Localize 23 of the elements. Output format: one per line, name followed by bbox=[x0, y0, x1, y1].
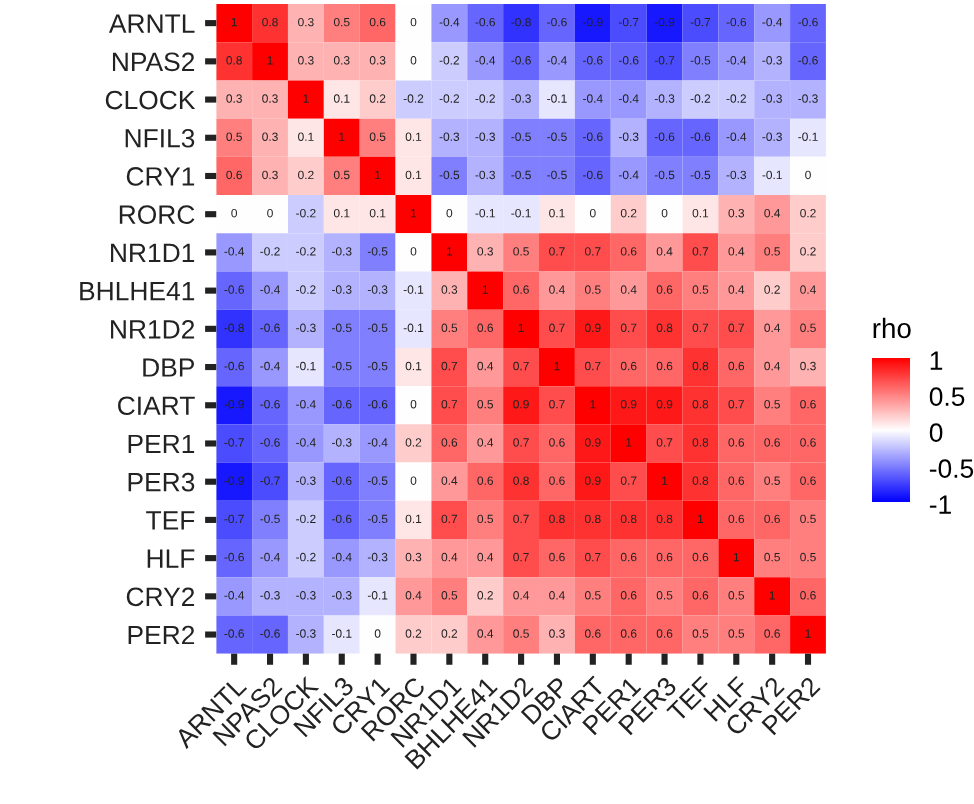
y-tick-label: CLOCK bbox=[105, 90, 196, 110]
color-bar-label: 1 bbox=[930, 351, 943, 370]
y-tick-label: PER3 bbox=[128, 472, 195, 492]
y-tick-label: PER1 bbox=[128, 434, 195, 454]
y-tick-label: RORC bbox=[119, 205, 195, 225]
y-tick-label: CRY2 bbox=[126, 587, 195, 607]
y-tick-label: PER2 bbox=[128, 625, 195, 645]
color-bar-title: rho bbox=[873, 317, 911, 339]
y-tick-label: TEF bbox=[146, 511, 195, 530]
color-bar-label: 0.5 bbox=[929, 387, 965, 406]
y-tick-label: ARNTL bbox=[108, 14, 195, 33]
y-tick-label: NR1D1 bbox=[111, 243, 195, 262]
y-tick-label: HLF bbox=[147, 549, 195, 568]
y-tick-label: NFIL3 bbox=[125, 128, 195, 148]
color-bar-label: 0 bbox=[929, 423, 943, 442]
y-tick-label: NR1D2 bbox=[111, 319, 195, 339]
y-tick-label: CIART bbox=[118, 396, 195, 416]
color-bar-label: -0.5 bbox=[929, 459, 974, 478]
y-tick-label: DBP bbox=[143, 358, 194, 377]
y-tick-label: CRY1 bbox=[126, 167, 195, 186]
y-tick-label: NPAS2 bbox=[112, 52, 195, 72]
y-tick-label: BHLHE41 bbox=[80, 282, 195, 301]
color-bar-label: -1 bbox=[929, 495, 951, 514]
